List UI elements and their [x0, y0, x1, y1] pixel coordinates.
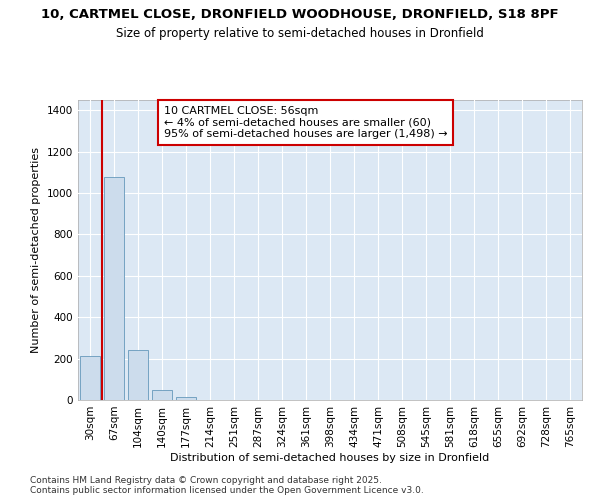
Text: 10, CARTMEL CLOSE, DRONFIELD WOODHOUSE, DRONFIELD, S18 8PF: 10, CARTMEL CLOSE, DRONFIELD WOODHOUSE, …: [41, 8, 559, 20]
Y-axis label: Number of semi-detached properties: Number of semi-detached properties: [31, 147, 41, 353]
Bar: [152, 390, 172, 400]
X-axis label: Distribution of semi-detached houses by size in Dronfield: Distribution of semi-detached houses by …: [170, 452, 490, 462]
Bar: [104, 176, 124, 400]
Bar: [80, 356, 100, 400]
Bar: [128, 350, 148, 400]
Text: Contains HM Land Registry data © Crown copyright and database right 2025.
Contai: Contains HM Land Registry data © Crown c…: [30, 476, 424, 495]
Text: Size of property relative to semi-detached houses in Dronfield: Size of property relative to semi-detach…: [116, 28, 484, 40]
Bar: [176, 397, 196, 400]
Text: 10 CARTMEL CLOSE: 56sqm
← 4% of semi-detached houses are smaller (60)
95% of sem: 10 CARTMEL CLOSE: 56sqm ← 4% of semi-det…: [164, 106, 448, 139]
